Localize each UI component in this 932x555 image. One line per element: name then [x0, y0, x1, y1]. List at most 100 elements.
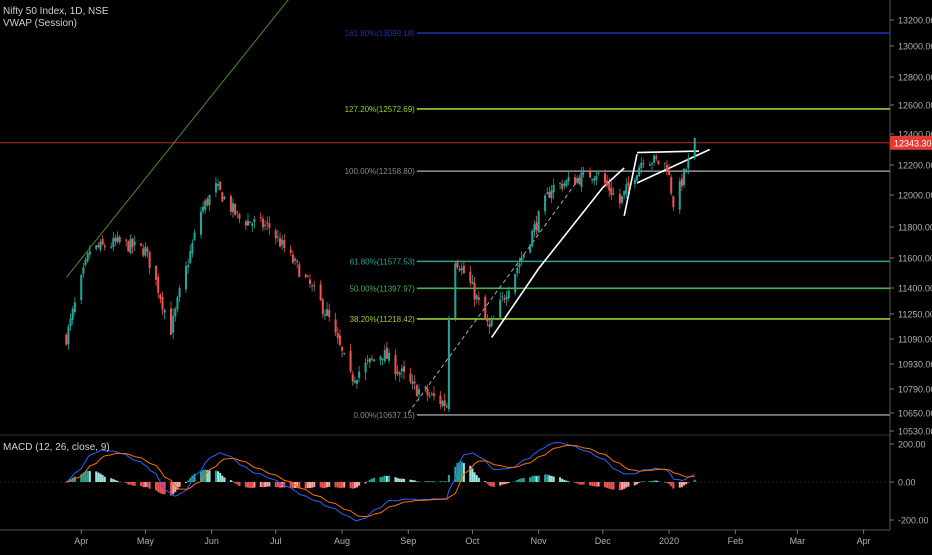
- macd-histogram-bar: [178, 482, 181, 487]
- macd-histogram-bar: [441, 481, 444, 482]
- vwap-indicator-label[interactable]: VWAP (Session): [3, 18, 77, 29]
- macd-histogram-bar: [223, 477, 226, 482]
- macd-histogram-bar: [535, 476, 538, 482]
- macd-histogram-bar: [266, 482, 269, 487]
- candle-body: [505, 296, 508, 300]
- macd-histogram-bar: [529, 477, 532, 482]
- candle-body: [118, 237, 121, 242]
- candle-body: [73, 302, 76, 313]
- x-tick-label: Sep: [400, 536, 416, 546]
- candle-body: [279, 238, 282, 247]
- candle-body: [663, 162, 666, 164]
- symbol-title[interactable]: Nifty 50 Index, 1D, NSE: [3, 6, 109, 17]
- candle-body: [206, 199, 209, 205]
- y-tick-label: 11400.00: [898, 284, 932, 294]
- macd-histogram-bar: [668, 482, 671, 484]
- macd-histogram-bar: [603, 482, 606, 488]
- candle-body: [683, 169, 686, 186]
- macd-histogram-bar: [296, 482, 299, 488]
- candle-body: [97, 245, 100, 248]
- candle-body: [80, 274, 83, 301]
- macd-histogram-bar: [563, 479, 566, 482]
- candle-body: [110, 246, 113, 248]
- fib-level-label: 50.00%(11397.97): [350, 284, 416, 293]
- candle-body: [366, 359, 369, 361]
- macd-signal-line: [66, 444, 695, 518]
- candle-body: [591, 179, 594, 181]
- candle-body: [537, 211, 540, 233]
- macd-histogram-bar: [522, 477, 525, 482]
- candle-body: [608, 182, 611, 191]
- macd-histogram-bar: [170, 482, 173, 496]
- candle-body: [582, 171, 585, 173]
- macd-histogram-bar: [424, 481, 427, 482]
- candle-body: [403, 366, 406, 372]
- candle-body: [159, 294, 162, 299]
- candle-body: [161, 297, 164, 310]
- macd-histogram-bar: [499, 482, 502, 486]
- macd-indicator-label[interactable]: MACD (12, 26, close, 9): [3, 442, 110, 453]
- candle-body: [550, 190, 553, 199]
- candle-body: [174, 308, 177, 317]
- candle-body: [148, 251, 151, 269]
- x-tick-label: Jun: [204, 536, 219, 546]
- candle-body: [653, 155, 656, 163]
- x-tick-label: Mar: [790, 536, 806, 546]
- price-axis[interactable]: 13200.00 13000.00 12800.00 12600.00 12400.00…: [890, 16, 932, 526]
- candle-body: [373, 359, 376, 362]
- y-tick-label: 12800.00: [898, 73, 932, 83]
- candle-body: [432, 393, 435, 397]
- candle-body: [454, 263, 457, 319]
- macd-histogram-bar: [473, 472, 476, 482]
- macd-histogram-bar: [187, 480, 190, 482]
- candle-body: [593, 178, 596, 181]
- macd-histogram-bar: [565, 480, 568, 482]
- candle-body: [415, 385, 418, 397]
- candle-body: [155, 265, 158, 280]
- macd-histogram-bar: [82, 472, 85, 482]
- x-tick-label: Feb: [728, 536, 744, 546]
- macd-histogram-bar: [520, 478, 523, 482]
- macd-histogram-bar: [403, 478, 406, 482]
- macd-histogram-bar: [114, 480, 117, 482]
- candle-body: [588, 170, 592, 178]
- macd-histogram-bar: [283, 482, 286, 488]
- candle-body: [409, 373, 412, 382]
- candle-body: [144, 246, 147, 256]
- candle-body: [597, 172, 600, 174]
- macd-histogram-bar: [665, 482, 668, 483]
- candle-body: [298, 264, 301, 278]
- candle-body: [685, 169, 688, 171]
- candle-body: [370, 358, 373, 360]
- candle-body: [323, 314, 326, 316]
- macd-histogram-bar: [84, 471, 87, 482]
- candle-body: [214, 183, 217, 193]
- macd-histogram-bar: [559, 477, 562, 482]
- y-tick-label: 11090.00: [898, 335, 932, 345]
- macd-histogram-bar: [678, 482, 681, 488]
- candle-body: [456, 261, 459, 268]
- time-axis[interactable]: Apr May Jun Jul Aug Sep Oct Nov Dec 2020 Feb Mar Apr: [74, 530, 871, 546]
- candle-body: [650, 163, 653, 165]
- macd-histogram-bar: [319, 482, 322, 488]
- candle-body: [635, 175, 639, 181]
- macd-histogram-bar: [507, 482, 510, 484]
- macd-histogram-bar: [456, 462, 459, 482]
- macd-histogram-bar: [486, 482, 489, 484]
- candle-body: [368, 358, 371, 363]
- macd-histogram-bar: [469, 465, 472, 482]
- candle-body: [178, 288, 181, 298]
- candle-body: [638, 167, 641, 177]
- macd-histogram-bar: [229, 480, 232, 482]
- candle-body: [355, 380, 359, 384]
- macd-histogram-bar: [580, 482, 583, 485]
- candle-body: [133, 241, 136, 245]
- macd-histogram-bar: [116, 480, 119, 482]
- candle-body: [469, 271, 472, 283]
- candle-body: [338, 335, 341, 345]
- macd-histogram-bar: [65, 482, 68, 483]
- candle-body: [413, 381, 416, 384]
- candle-body: [625, 184, 628, 194]
- macd-histogram-bar: [447, 474, 450, 482]
